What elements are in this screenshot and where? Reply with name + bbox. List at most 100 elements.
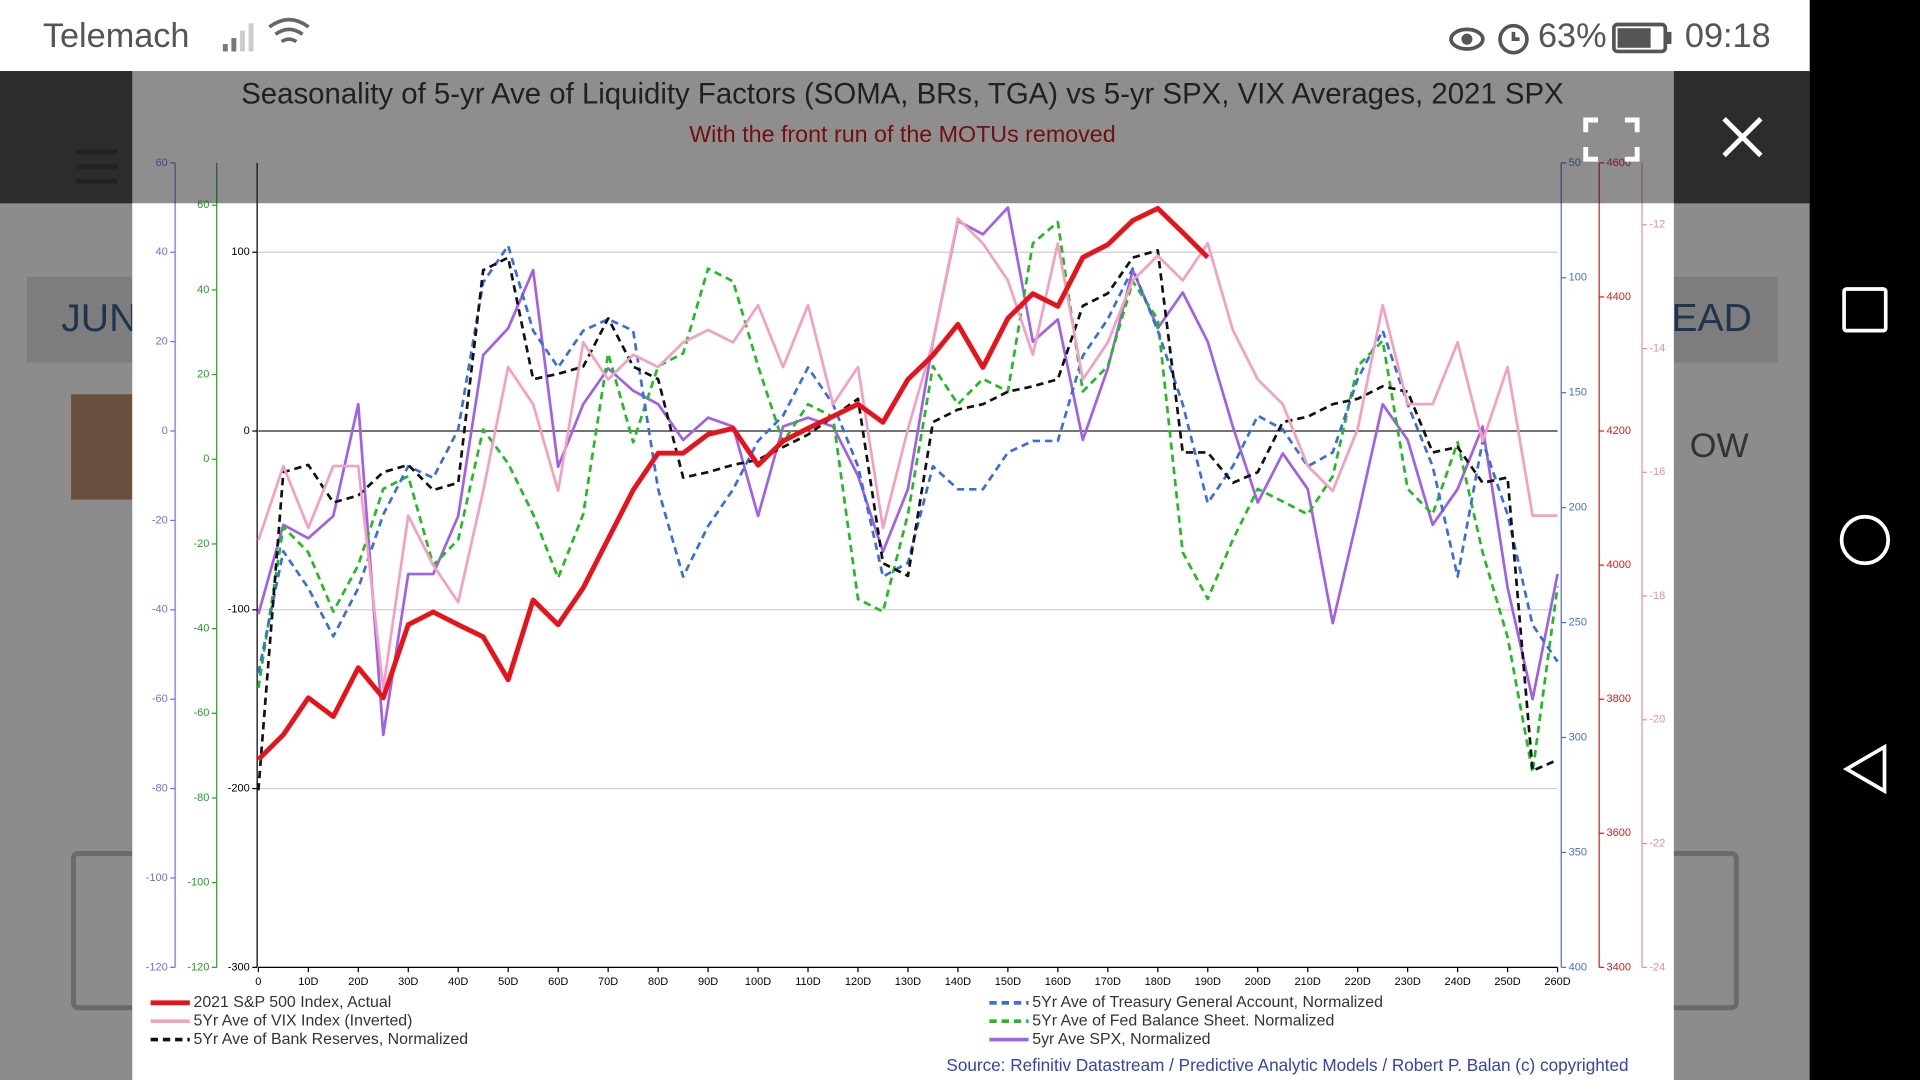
bg-text: OW (1690, 427, 1750, 465)
y-tick-label: 400 (1569, 961, 1587, 973)
x-tick-label: 130D (895, 976, 921, 988)
y-tick-label: 100 (231, 246, 249, 258)
y-tick-label: -80 (193, 792, 209, 804)
y-tick-label: -16 (1649, 466, 1665, 478)
battery-level: 63% (1538, 17, 1607, 55)
y-tick-label: -120 (146, 961, 168, 973)
close-button[interactable] (1722, 117, 1763, 158)
bg-text: EAD (1671, 297, 1752, 340)
y-tick-label: -20 (152, 514, 168, 526)
avatar (71, 394, 133, 500)
y-tick-label: -22 (1649, 837, 1665, 849)
x-tick-label: 160D (1045, 976, 1071, 988)
carrier: Telemach (43, 17, 190, 55)
y-tick-label: 3600 (1607, 827, 1632, 839)
recents-button[interactable] (1842, 287, 1888, 333)
eye-icon (1449, 27, 1485, 51)
y-tick-label: 200 (1569, 502, 1587, 514)
x-tick-label: 220D (1345, 976, 1371, 988)
y-tick-label: 3400 (1607, 961, 1632, 973)
x-tick-label: 30D (398, 976, 418, 988)
y-tick-label: -20 (193, 538, 209, 550)
y-tick-label: 40 (197, 284, 209, 296)
x-tick-label: 250D (1494, 976, 1520, 988)
y-tick-label: -100 (228, 604, 250, 616)
fullscreen-button[interactable] (1583, 117, 1640, 162)
x-tick-label: 170D (1095, 976, 1121, 988)
x-tick-label: 110D (795, 976, 821, 988)
wifi-icon (268, 17, 310, 44)
clock: 09:18 (1685, 17, 1771, 55)
x-tick-label: 90D (698, 976, 718, 988)
y-tick-label: 300 (1569, 731, 1587, 743)
y-tick-label: 0 (162, 425, 168, 437)
legend-label: 5Yr Ave of Bank Reserves, Normalized (193, 1031, 468, 1048)
status-bar (0, 0, 1810, 72)
series-line (257, 217, 1558, 691)
chart-image (132, 71, 1674, 1080)
y-tick-label: -14 (1649, 342, 1665, 354)
y-tick-label: -18 (1649, 590, 1665, 602)
y-tick-label: 0 (244, 425, 250, 437)
legend-label: 5Yr Ave of Treasury General Account, Nor… (1032, 994, 1383, 1011)
signal-icon (222, 23, 254, 52)
legend-label: 5yr Ave SPX, Normalized (1032, 1031, 1210, 1048)
home-button[interactable] (1839, 514, 1890, 566)
y-tick-label: -24 (1649, 961, 1665, 973)
y-tick-label: -80 (152, 782, 168, 794)
x-tick-label: 100D (745, 976, 771, 988)
series-line (257, 249, 1559, 791)
chart-source: Source: Refinitiv Datastream / Predictiv… (946, 1055, 1628, 1075)
y-tick-label: 20 (155, 336, 167, 348)
battery-icon (1612, 22, 1672, 54)
y-tick-label: -300 (228, 961, 250, 973)
x-tick-label: 40D (448, 976, 468, 988)
y-tick-label: 100 (1569, 272, 1587, 284)
nav-bar (1809, 0, 1920, 1080)
y-tick-label: -20 (1649, 714, 1665, 726)
y-tick-label: 350 (1569, 846, 1587, 858)
x-tick-label: 60D (548, 976, 568, 988)
y-tick-label: 20 (197, 368, 209, 380)
y-tick-label: 250 (1569, 616, 1587, 628)
y-tick-label: 40 (155, 246, 167, 258)
viewer-overlay (0, 71, 1810, 204)
y-tick-label: 3800 (1607, 693, 1632, 705)
legend-label: 2021 S&P 500 Index, Actual (193, 994, 391, 1011)
y-tick-label: -60 (193, 707, 209, 719)
legend-label: 5Yr Ave of Fed Balance Sheet. Normalized (1032, 1012, 1334, 1029)
menu-button[interactable] (75, 149, 118, 184)
x-tick-label: 210D (1295, 976, 1321, 988)
x-tick-label: 230D (1394, 976, 1420, 988)
series-line (257, 206, 1559, 737)
series-line (256, 205, 1210, 762)
y-tick-label: 0 (203, 453, 209, 465)
series-line (257, 220, 1559, 774)
y-tick-label: 150 (1569, 387, 1587, 399)
y-tick-label: -40 (193, 623, 209, 635)
y-tick-label: 4200 (1607, 425, 1632, 437)
back-button[interactable] (1842, 743, 1887, 795)
x-tick-label: 200D (1245, 976, 1271, 988)
y-tick-label: -12 (1649, 219, 1665, 231)
x-tick-label: 10D (298, 976, 318, 988)
x-tick-label: 0 (255, 976, 261, 988)
x-tick-label: 180D (1145, 976, 1171, 988)
y-tick-label: 4000 (1607, 559, 1632, 571)
x-tick-label: 20D (348, 976, 368, 988)
x-tick-label: 260D (1544, 976, 1570, 988)
y-tick-label: -60 (152, 693, 168, 705)
y-tick-label: -200 (228, 782, 250, 794)
bg-text: JUN (61, 297, 137, 340)
x-tick-label: 150D (995, 976, 1021, 988)
y-tick-label: -100 (146, 872, 168, 884)
x-tick-label: 190D (1195, 976, 1221, 988)
y-tick-label: -40 (152, 604, 168, 616)
x-tick-label: 120D (845, 976, 871, 988)
plot: 6040200-20-40-60-80-100-1206040200-20-40… (146, 157, 1666, 1048)
x-tick-label: 80D (648, 976, 668, 988)
legend-label: 5Yr Ave of VIX Index (Inverted) (193, 1012, 412, 1029)
x-tick-label: 70D (598, 976, 618, 988)
